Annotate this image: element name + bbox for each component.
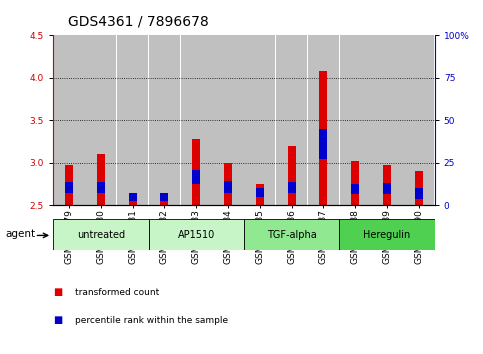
Bar xyxy=(415,171,423,205)
Bar xyxy=(339,219,435,250)
Bar xyxy=(160,199,169,205)
Text: ■: ■ xyxy=(53,315,62,325)
Bar xyxy=(181,35,212,205)
Bar xyxy=(192,139,200,205)
Bar xyxy=(383,183,391,194)
Bar xyxy=(276,35,307,205)
Bar xyxy=(97,154,105,205)
Bar xyxy=(85,35,116,205)
Text: transformed count: transformed count xyxy=(75,287,159,297)
Bar xyxy=(128,194,137,205)
Text: agent: agent xyxy=(5,229,35,239)
Text: untreated: untreated xyxy=(77,229,125,240)
Text: GDS4361 / 7896678: GDS4361 / 7896678 xyxy=(68,14,208,28)
Bar xyxy=(256,188,264,197)
Bar xyxy=(351,184,359,194)
Bar xyxy=(319,129,327,159)
Bar xyxy=(371,35,403,205)
Bar xyxy=(149,219,244,250)
Bar xyxy=(288,146,296,205)
Bar xyxy=(340,35,371,205)
Bar xyxy=(54,35,85,205)
Text: percentile rank within the sample: percentile rank within the sample xyxy=(75,316,228,325)
Bar xyxy=(160,193,169,201)
Bar xyxy=(403,35,434,205)
Bar xyxy=(65,165,73,205)
Bar xyxy=(117,35,148,205)
Bar xyxy=(308,35,339,205)
Bar xyxy=(256,184,264,205)
Bar xyxy=(97,182,105,193)
Bar xyxy=(149,35,180,205)
Bar xyxy=(128,193,137,201)
Bar xyxy=(65,182,73,193)
Text: Heregulin: Heregulin xyxy=(363,229,411,240)
Bar xyxy=(224,181,232,193)
Text: AP1510: AP1510 xyxy=(178,229,215,240)
Text: ■: ■ xyxy=(53,287,62,297)
Bar xyxy=(213,35,243,205)
Text: TGF-alpha: TGF-alpha xyxy=(267,229,316,240)
Bar xyxy=(415,188,423,199)
Bar xyxy=(288,182,296,193)
Bar xyxy=(53,219,149,250)
Bar xyxy=(383,165,391,205)
Bar xyxy=(351,161,359,205)
Bar xyxy=(192,170,200,184)
Bar xyxy=(244,219,339,250)
Bar xyxy=(244,35,275,205)
Bar xyxy=(319,71,327,205)
Bar xyxy=(224,163,232,205)
